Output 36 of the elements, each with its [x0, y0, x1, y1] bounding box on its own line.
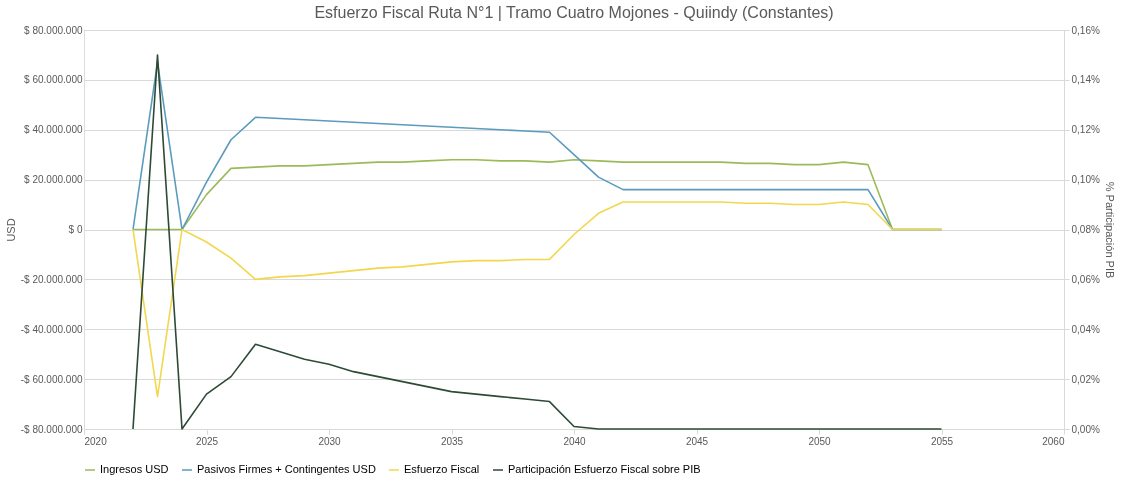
y2-tick-label: 0,08%	[1071, 224, 1100, 235]
y-axis-title: USD	[4, 218, 17, 242]
legend-label: Ingresos USD	[100, 463, 169, 475]
x-tick-label: 2020	[84, 435, 108, 447]
y2-tick-label: 0,16%	[1071, 24, 1100, 36]
legend-label: Esfuerzo Fiscal	[404, 463, 480, 475]
y-tick-label: -$ 60.000.000	[20, 373, 83, 385]
y-tick-label: $ 0	[68, 224, 83, 235]
y-tick-label: $ 20.000.000	[24, 174, 83, 186]
y-tick-label: -$ 40.000.000	[20, 323, 83, 335]
y2-tick-label: 0,00%	[1071, 423, 1100, 435]
y2-axis-title: % Participación PIB	[1103, 181, 1116, 279]
x-tick-label: 2055	[930, 435, 954, 447]
y-tick-label: -$ 80.000.000	[20, 423, 83, 435]
x-tick-label: 2050	[808, 435, 832, 447]
legend-label: Pasivos Firmes + Contingentes USD	[197, 463, 376, 475]
y2-tick-label: 0,10%	[1071, 174, 1100, 186]
x-tick-label: 2030	[318, 435, 342, 447]
x-tick-label: 2035	[440, 435, 464, 447]
y-tick-label: $ 40.000.000	[24, 124, 83, 136]
legend-label: Participación Esfuerzo Fiscal sobre PIB	[508, 463, 701, 475]
y-tick-label: -$ 20.000.000	[20, 273, 83, 285]
chart-title: Esfuerzo Fiscal Ruta N°1 | Tramo Cuatro Mojones - Quiindy (Constantes)	[314, 4, 834, 21]
y2-tick-label: 0,12%	[1071, 124, 1100, 136]
y-tick-label: $ 80.000.000	[24, 24, 83, 36]
line-series	[132, 201, 943, 398]
y-tick-label: $ 60.000.000	[24, 74, 83, 86]
x-tick-label: 2025	[195, 435, 219, 447]
x-tick-label: 2040	[563, 435, 587, 447]
y2-tick-label: 0,04%	[1071, 323, 1100, 335]
x-tick-label: 2060	[1042, 435, 1065, 447]
line-series	[132, 54, 943, 430]
y2-tick-label: 0,02%	[1071, 373, 1100, 385]
y2-tick-label: 0,14%	[1071, 74, 1100, 86]
y2-tick-label: 0,06%	[1071, 273, 1100, 285]
x-tick-label: 2045	[685, 435, 709, 447]
